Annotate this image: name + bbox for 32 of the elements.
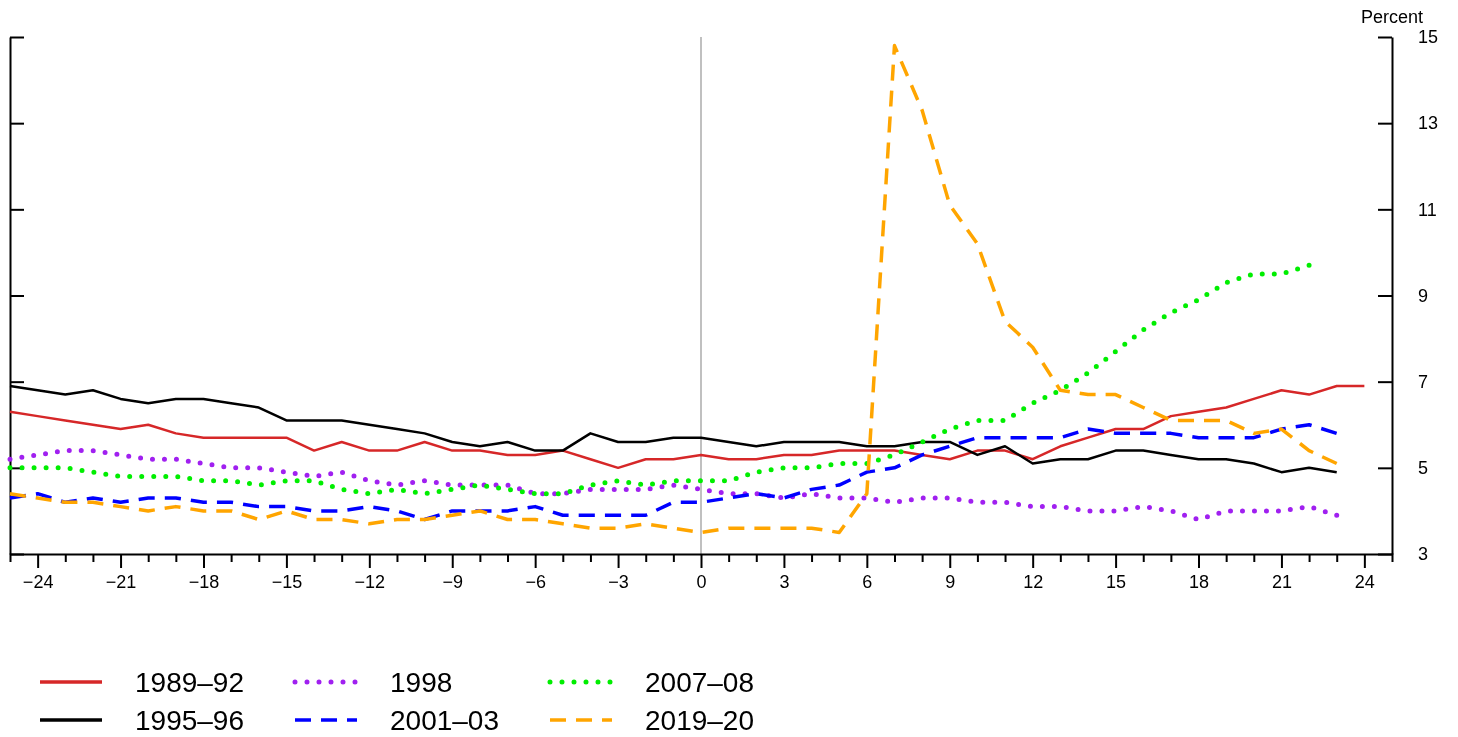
x-tick-label: −9 <box>442 571 464 592</box>
x-tick-label: −6 <box>525 571 546 592</box>
y-axis-title: Percent <box>1360 7 1424 27</box>
x-tick-label: 18 <box>1189 571 1210 592</box>
x-tick-label: −3 <box>608 571 629 592</box>
x-tick-label: −12 <box>354 571 386 592</box>
y-tick-label: 15 <box>1418 27 1439 48</box>
x-tick-label: 21 <box>1271 571 1292 592</box>
y-tick-label: 11 <box>1418 199 1437 220</box>
x-tick-label: 24 <box>1354 571 1375 592</box>
legend-label: 2007–08 <box>645 667 755 698</box>
y-tick-label: 13 <box>1418 113 1439 134</box>
y-tick-label: 7 <box>1418 371 1429 392</box>
x-tick-label: 9 <box>945 571 956 592</box>
legend-label: 2019–20 <box>645 705 755 736</box>
legend-label: 2001–03 <box>390 705 500 736</box>
x-tick-label: 6 <box>862 571 873 592</box>
y-tick-label: 9 <box>1418 285 1429 306</box>
x-tick-label: 12 <box>1023 571 1044 592</box>
line-series <box>8 43 1339 535</box>
x-tick-label: −18 <box>188 571 220 592</box>
x-tick-label: 0 <box>696 571 707 592</box>
x-tick-label: −15 <box>271 571 303 592</box>
y-tick-label: 5 <box>1418 458 1429 479</box>
legend-label: 1995–96 <box>135 705 245 736</box>
legend-label: 1989–92 <box>135 667 245 698</box>
x-tick-label: −24 <box>22 571 54 592</box>
legend-label: 1998 <box>390 667 453 698</box>
x-tick-label: 3 <box>779 571 790 592</box>
x-tick-label: 15 <box>1106 571 1127 592</box>
y-tick-label: 3 <box>1418 544 1429 565</box>
x-tick-label: −21 <box>105 571 137 592</box>
